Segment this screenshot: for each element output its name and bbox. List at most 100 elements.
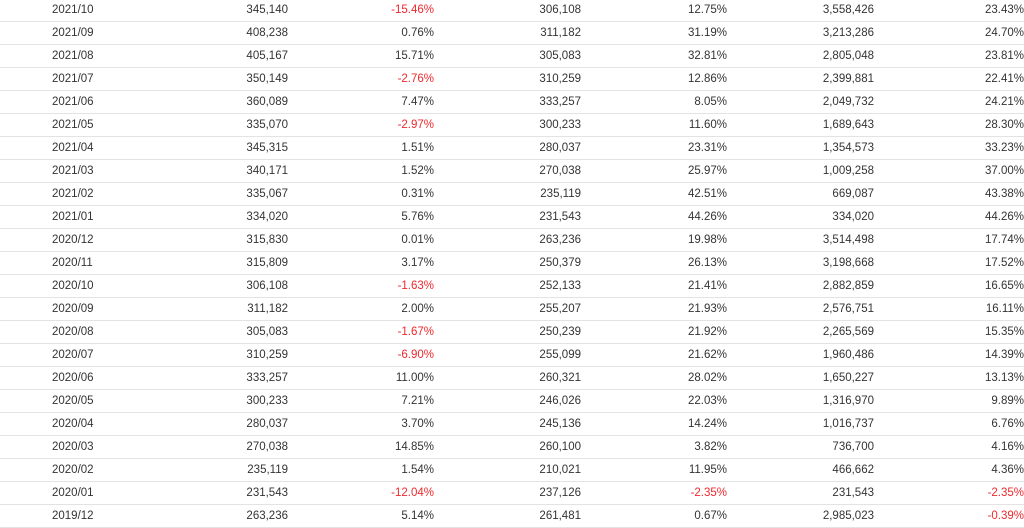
mom-change-cell: 2.00% <box>288 297 434 321</box>
cumulative-yoy-cell: 15.35% <box>874 320 1024 344</box>
table-row: 2020/05 300,233 7.21% 246,026 22.03% 1,316,97… <box>0 389 1024 413</box>
cumulative-yoy-cell: 4.16% <box>874 435 1024 459</box>
prior-year-cell: 300,233 <box>434 113 581 137</box>
mom-change-cell: -1.63% <box>288 274 434 298</box>
cumulative-cell: 3,558,426 <box>727 0 874 22</box>
prior-year-cell: 252,133 <box>434 274 581 298</box>
value-cell: 350,149 <box>156 67 288 91</box>
value-cell: 300,233 <box>156 389 288 413</box>
cumulative-yoy-cell: 24.70% <box>874 21 1024 45</box>
value-cell: 345,315 <box>156 136 288 160</box>
cumulative-cell: 231,543 <box>727 481 874 505</box>
prior-year-cell: 231,543 <box>434 205 581 229</box>
table-row: 2020/12 315,830 0.01% 263,236 19.98% 3,514,49… <box>0 228 1024 252</box>
table-row: 2020/08 305,083 -1.67% 250,239 21.92% 2,265,5… <box>0 320 1024 344</box>
table-row: 2021/08 405,167 15.71% 305,083 32.81% 2,805,0… <box>0 44 1024 68</box>
prior-year-cell: 255,207 <box>434 297 581 321</box>
value-cell: 315,830 <box>156 228 288 252</box>
prior-year-cell: 250,239 <box>434 320 581 344</box>
prior-year-cell: 263,236 <box>434 228 581 252</box>
value-cell: 305,083 <box>156 320 288 344</box>
table-row: 2021/06 360,089 7.47% 333,257 8.05% 2,049,732… <box>0 90 1024 114</box>
yoy-change-cell: 32.81% <box>581 44 727 68</box>
mom-change-cell: 11.00% <box>288 366 434 390</box>
yoy-change-cell: 11.60% <box>581 113 727 137</box>
yoy-change-cell: 25.97% <box>581 159 727 183</box>
cumulative-yoy-cell: 44.26% <box>874 205 1024 229</box>
value-cell: 263,236 <box>156 504 288 528</box>
prior-year-cell: 311,182 <box>434 21 581 45</box>
cumulative-yoy-cell: 37.00% <box>874 159 1024 183</box>
cumulative-cell: 2,265,569 <box>727 320 874 344</box>
month-cell: 2020/03 <box>0 435 156 459</box>
month-cell: 2020/07 <box>0 343 156 367</box>
cumulative-cell: 1,650,227 <box>727 366 874 390</box>
yoy-change-cell: 14.24% <box>581 412 727 436</box>
month-cell: 2021/08 <box>0 44 156 68</box>
mom-change-cell: 14.85% <box>288 435 434 459</box>
prior-year-cell: 261,481 <box>434 504 581 528</box>
yoy-change-cell: 19.98% <box>581 228 727 252</box>
table-row: 2021/07 350,149 -2.76% 310,259 12.86% 2,399,8… <box>0 67 1024 91</box>
cumulative-yoy-cell: 14.39% <box>874 343 1024 367</box>
table-row: 2021/05 335,070 -2.97% 300,233 11.60% 1,689,6… <box>0 113 1024 137</box>
table-row: 2021/10 345,140 -15.46% 306,108 12.75% 3,558,… <box>0 0 1024 22</box>
month-cell: 2020/09 <box>0 297 156 321</box>
yoy-change-cell: 21.62% <box>581 343 727 367</box>
cumulative-yoy-cell: 22.41% <box>874 67 1024 91</box>
cumulative-yoy-cell: 23.43% <box>874 0 1024 22</box>
prior-year-cell: 245,136 <box>434 412 581 436</box>
table-row: 2020/02 235,119 1.54% 210,021 11.95% 466,662 4… <box>0 458 1024 482</box>
prior-year-cell: 305,083 <box>434 44 581 68</box>
cumulative-cell: 2,399,881 <box>727 67 874 91</box>
cumulative-yoy-cell: 16.11% <box>874 297 1024 321</box>
prior-year-cell: 260,100 <box>434 435 581 459</box>
cumulative-cell: 466,662 <box>727 458 874 482</box>
value-cell: 280,037 <box>156 412 288 436</box>
table-row: 2020/06 333,257 11.00% 260,321 28.02% 1,650,2… <box>0 366 1024 390</box>
prior-year-cell: 280,037 <box>434 136 581 160</box>
value-cell: 310,259 <box>156 343 288 367</box>
table-row: 2020/07 310,259 -6.90% 255,099 21.62% 1,960,4… <box>0 343 1024 367</box>
mom-change-cell: 3.17% <box>288 251 434 275</box>
table-row: 2021/01 334,020 5.76% 231,543 44.26% 334,020 4… <box>0 205 1024 229</box>
cumulative-cell: 1,960,486 <box>727 343 874 367</box>
value-cell: 311,182 <box>156 297 288 321</box>
month-cell: 2021/06 <box>0 90 156 114</box>
mom-change-cell: 5.14% <box>288 504 434 528</box>
mom-change-cell: 0.76% <box>288 21 434 45</box>
cumulative-yoy-cell: 43.38% <box>874 182 1024 206</box>
table-row: 2021/09 408,238 0.76% 311,182 31.19% 3,213,28… <box>0 21 1024 45</box>
value-cell: 335,067 <box>156 182 288 206</box>
cumulative-cell: 2,049,732 <box>727 90 874 114</box>
mom-change-cell: 1.52% <box>288 159 434 183</box>
cumulative-yoy-cell: 33.23% <box>874 136 1024 160</box>
value-cell: 334,020 <box>156 205 288 229</box>
table-row: 2019/12 263,236 5.14% 261,481 0.67% 2,985,023… <box>0 504 1024 528</box>
value-cell: 315,809 <box>156 251 288 275</box>
yoy-change-cell: 21.41% <box>581 274 727 298</box>
month-cell: 2021/02 <box>0 182 156 206</box>
cumulative-cell: 3,198,668 <box>727 251 874 275</box>
cumulative-yoy-cell: 24.21% <box>874 90 1024 114</box>
value-cell: 306,108 <box>156 274 288 298</box>
prior-year-cell: 237,126 <box>434 481 581 505</box>
month-cell: 2020/02 <box>0 458 156 482</box>
mom-change-cell: -2.76% <box>288 67 434 91</box>
yoy-change-cell: 31.19% <box>581 21 727 45</box>
cumulative-yoy-cell: 17.74% <box>874 228 1024 252</box>
table-row: 2021/03 340,171 1.52% 270,038 25.97% 1,009,25… <box>0 159 1024 183</box>
prior-year-cell: 310,259 <box>434 67 581 91</box>
cumulative-cell: 1,009,258 <box>727 159 874 183</box>
prior-year-cell: 210,021 <box>434 458 581 482</box>
value-cell: 270,038 <box>156 435 288 459</box>
value-cell: 235,119 <box>156 458 288 482</box>
month-cell: 2021/07 <box>0 67 156 91</box>
table-row: 2021/02 335,067 0.31% 235,119 42.51% 669,087 4… <box>0 182 1024 206</box>
cumulative-cell: 1,316,970 <box>727 389 874 413</box>
yoy-change-cell: 23.31% <box>581 136 727 160</box>
cumulative-cell: 2,805,048 <box>727 44 874 68</box>
table-row: 2020/03 270,038 14.85% 260,100 3.82% 736,700 4… <box>0 435 1024 459</box>
